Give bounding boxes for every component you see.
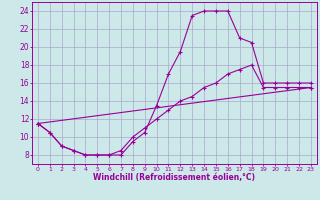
- X-axis label: Windchill (Refroidissement éolien,°C): Windchill (Refroidissement éolien,°C): [93, 173, 255, 182]
